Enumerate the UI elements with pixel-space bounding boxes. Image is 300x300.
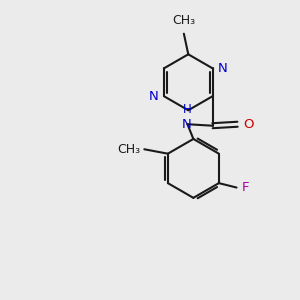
Text: N: N (218, 62, 228, 75)
Text: CH₃: CH₃ (118, 143, 141, 156)
Text: F: F (242, 181, 249, 194)
Text: N: N (149, 90, 159, 103)
Text: H: H (182, 103, 191, 116)
Text: O: O (243, 118, 253, 131)
Text: N: N (182, 118, 192, 131)
Text: CH₃: CH₃ (172, 14, 195, 27)
